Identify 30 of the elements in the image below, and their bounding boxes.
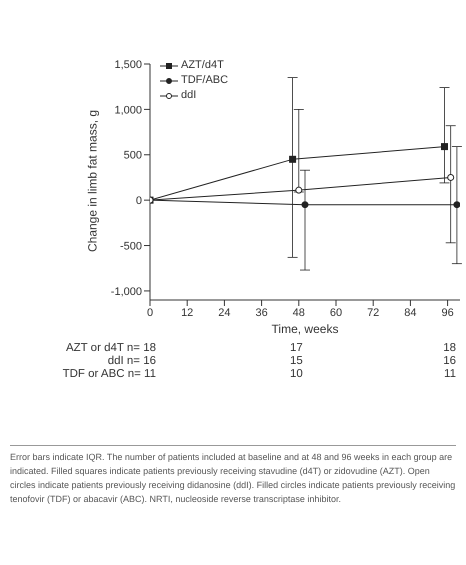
y-axis-title: Change in limb fat mass, g [85, 110, 100, 252]
text: 16 [443, 355, 456, 367]
y-tick-label: -1,000 [110, 286, 142, 298]
y-tick-label: 1,500 [114, 58, 142, 71]
text: 15 [290, 355, 303, 367]
x-tick-label: 60 [330, 306, 342, 319]
text: 18 [443, 342, 456, 354]
x-tick-label: 48 [292, 306, 305, 319]
x-tick-label: 84 [404, 306, 417, 319]
text: 10 [290, 368, 303, 380]
text: Error bars indicate IQR. The number of patients included at baseline and at 48 and 96 weeks in each group are indicated. Filled squares indicate patients previously receiving stavudine (d4T) or zidovudine (AZT). Open circles indicate patients previously receiving didanosine (ddI). Filled circles indicate patients previously receiving tenofovir (TDF) or abacavir (ABC). NRTI, nucleoside reverse transcriptase inhibitor. [10, 445, 456, 506]
text: 17 [290, 342, 303, 354]
x-tick-label: 36 [255, 306, 268, 319]
text: AZT or d4T n= 18 [66, 342, 156, 354]
y-tick-label: -500 [120, 240, 142, 252]
legend-label: TDF/ABC [181, 73, 228, 88]
x-tick-label: 72 [367, 306, 380, 319]
x-axis-title: Time, weeks [272, 322, 338, 336]
text: TDF or ABC n= 11 [62, 368, 156, 380]
legend-label: AZT/d4T [181, 58, 224, 73]
text: 11 [444, 368, 456, 380]
x-tick-label: 0 [146, 306, 154, 319]
x-tick-label: 24 [218, 306, 231, 319]
y-tick-label: 1,000 [114, 104, 142, 116]
y-tick-label: 500 [124, 150, 142, 162]
x-tick-label: 12 [181, 306, 194, 319]
text: ddI n= 16 [108, 355, 156, 367]
legend-label: ddI [181, 88, 196, 103]
y-tick-label: 0 [136, 195, 142, 208]
x-tick-label: 96 [441, 306, 454, 319]
